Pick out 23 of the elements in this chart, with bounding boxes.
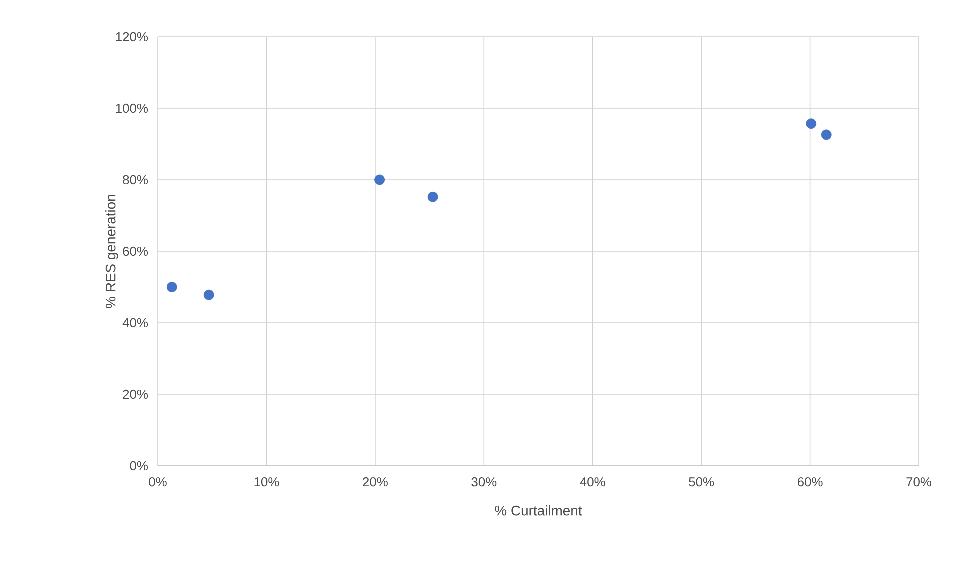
x-tick-label: 40% [580,478,606,487]
x-tick-label: 70% [906,478,932,487]
point [428,192,438,202]
x-tick-label: 50% [689,478,714,487]
x-tick-label: 20% [363,478,388,487]
y-tick-label: 60% [123,246,148,256]
x-tick-label: 30% [472,478,497,487]
y-axis-title: % RES generation [106,195,119,308]
x-tick-label: 10% [254,478,280,487]
y-tick-label: 0% [130,461,148,471]
point [806,118,817,130]
point [204,290,214,300]
x-tick-label: 60% [798,478,823,487]
y-tick-label: 40% [122,318,148,328]
x-tick-label: 0% [149,478,167,487]
point [166,282,178,292]
x-axis-title: % Curtailment [495,506,582,516]
y-tick-label: 100% [116,104,148,114]
point [821,130,832,140]
y-tick-label: 20% [123,390,148,400]
y-tick-label: 80% [123,175,148,185]
y-tick-label: 120% [116,32,148,42]
point [374,174,385,186]
